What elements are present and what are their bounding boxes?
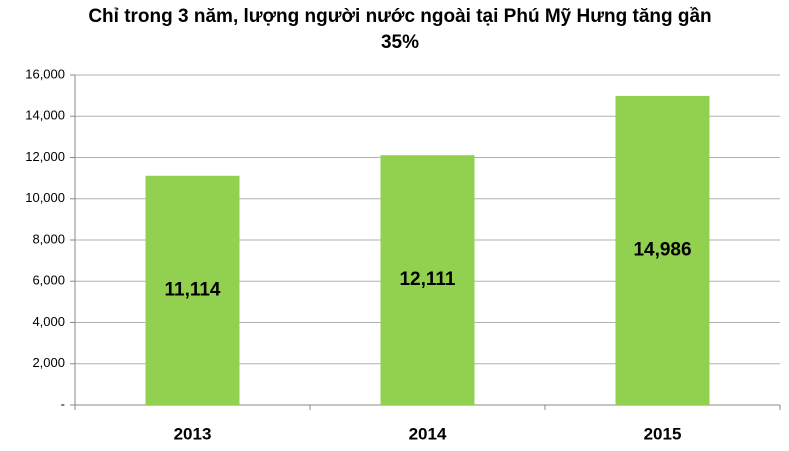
bar [380,155,475,405]
y-tick-label: - [61,396,65,411]
y-tick-label: 12,000 [25,149,65,164]
y-tick-label: 16,000 [25,66,65,81]
y-tick-label: 10,000 [25,190,65,205]
chart-title: Chỉ trong 3 năm, lượng người nước ngoài … [88,6,712,53]
value-label: 12,111 [399,269,455,290]
x-tick-label: 2015 [644,424,682,443]
bar [615,95,710,405]
x-tick-label: 2013 [174,424,212,443]
y-tick-label: 8,000 [32,231,65,246]
y-tick-label: 2,000 [32,355,65,370]
bar [145,175,240,405]
y-tick-label: 4,000 [32,314,65,329]
y-tick-label: 14,000 [25,108,65,123]
value-label: 14,986 [633,239,691,260]
value-label: 11,114 [164,279,220,300]
x-tick-label: 2014 [409,424,447,443]
y-tick-label: 6,000 [32,273,65,288]
